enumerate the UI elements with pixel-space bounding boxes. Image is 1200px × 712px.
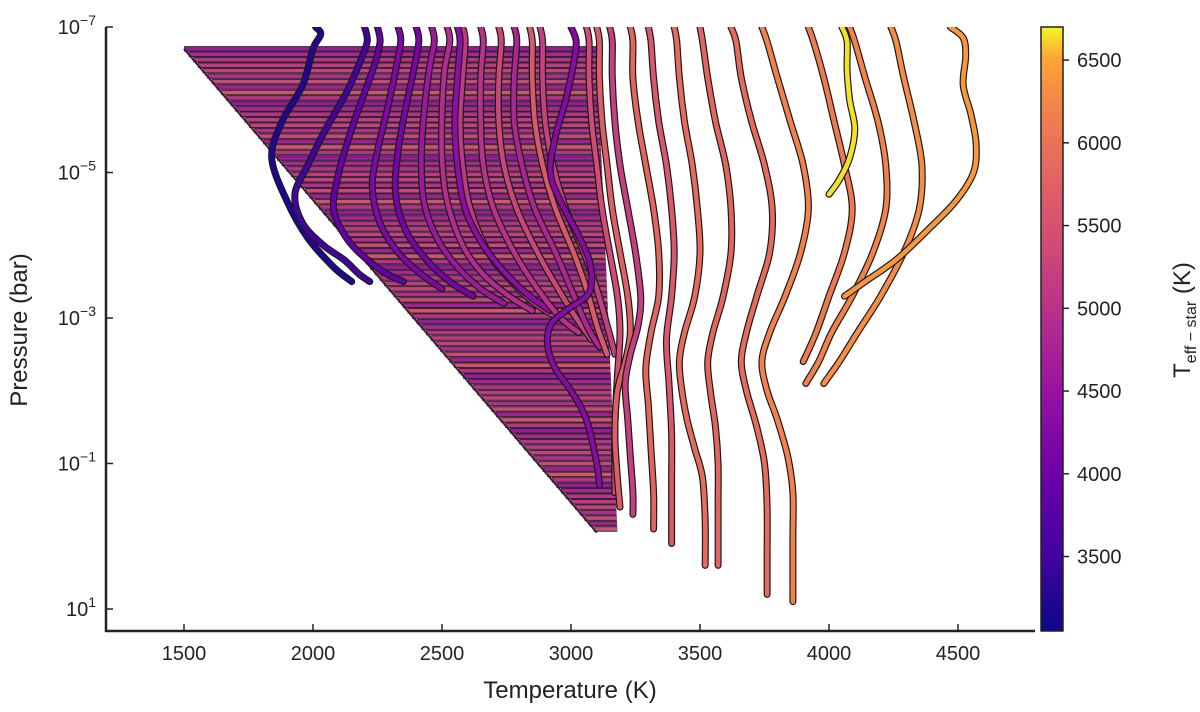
colorbar-tick-label: 4000 [1077,464,1122,486]
profile-outline [820,27,926,387]
profile-line [292,27,373,284]
profile-outline [670,27,709,569]
colorbar-tick-label: 3500 [1077,547,1122,569]
y-tick-label: 10−3 [58,303,96,330]
profile-lines [268,27,980,606]
x-tick-label: 1500 [162,643,207,665]
profile-line [842,27,979,299]
dense-profile-fill [183,46,618,534]
colorbar-tick-label: 6000 [1077,133,1122,155]
x-tick-label: 3000 [549,643,594,665]
profile-line [728,27,775,597]
profile-line [607,27,644,517]
profile-line [800,27,855,364]
colorbar-ticks: 3500 4000 4500 5000 5500 6000 6500 [1063,50,1122,569]
colorbar [1040,26,1064,632]
profile-line [269,27,354,284]
profile-line [527,27,610,357]
profile-line [826,27,858,197]
colorbar-tick-label: 4500 [1077,381,1122,403]
profile-line [803,27,890,386]
profile-line [628,27,662,532]
colorbar-tick-label: 6500 [1077,50,1122,72]
profile-line [452,27,553,313]
colorbar-tick-label: 5000 [1077,298,1122,320]
x-ticks: 1500 2000 2500 3000 3500 4000 4500 [162,624,981,665]
profile-line [759,27,811,604]
profile-line [511,27,602,350]
profile-line [594,27,633,510]
profile-line [478,27,581,335]
profile-line [545,27,602,488]
x-tick-label: 4000 [807,643,852,665]
profile-line [369,27,445,292]
x-tick-label: 3500 [678,643,723,665]
y-axis-title: Pressure (bar) [6,253,33,406]
y-tick-label: 101 [66,594,96,621]
wedge-edge [183,48,598,534]
profile-line [671,27,708,568]
y-tick-label: 10−5 [58,158,96,185]
profile-line [537,27,618,357]
profile-line [392,27,476,299]
x-tick-label: 2000 [291,643,336,665]
x-axis-title: Temperature (K) [483,677,656,704]
profile-line [821,27,925,386]
colorbar-tick-label: 5500 [1077,216,1122,238]
profile-line [646,27,677,546]
x-tick-label: 4500 [936,643,981,665]
y-ticks: 10−7 10−5 10−3 10−1 101 [58,12,113,621]
profile-line [697,27,735,568]
profile-line [439,27,535,313]
y-tick-label: 10−1 [58,449,96,476]
x-tick-label: 2500 [420,643,465,665]
colorbar-title: Teff − star (K) [1169,262,1200,378]
profile-line [419,27,507,306]
y-tick-label: 10−7 [58,12,96,39]
profile-line [331,27,406,284]
profile-line [495,27,594,343]
